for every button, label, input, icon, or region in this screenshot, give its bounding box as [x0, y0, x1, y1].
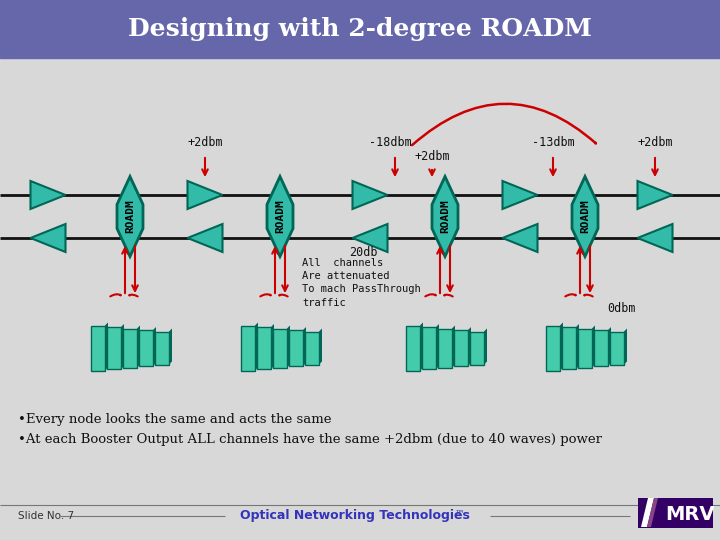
Bar	[91, 326, 105, 370]
Bar	[454, 330, 468, 366]
Bar	[470, 332, 484, 364]
Text: Optical Networking Technologies: Optical Networking Technologies	[240, 510, 470, 523]
Polygon shape	[432, 177, 458, 256]
Polygon shape	[287, 326, 290, 368]
Polygon shape	[647, 498, 658, 527]
FancyArrowPatch shape	[279, 295, 288, 296]
Bar	[273, 328, 287, 368]
Bar	[610, 332, 624, 364]
FancyArrowPatch shape	[426, 294, 436, 296]
Polygon shape	[637, 181, 672, 209]
Bar	[422, 327, 436, 369]
Polygon shape	[420, 322, 423, 370]
Bar	[438, 328, 452, 368]
Polygon shape	[353, 224, 387, 252]
Bar	[305, 332, 319, 364]
Text: -18dbm: -18dbm	[369, 137, 411, 150]
Bar	[123, 328, 137, 368]
Text: •Every node looks the same and acts the same: •Every node looks the same and acts the …	[18, 414, 331, 427]
Polygon shape	[267, 177, 293, 256]
Bar	[241, 326, 255, 370]
Polygon shape	[572, 177, 598, 256]
Polygon shape	[105, 322, 108, 370]
Text: ROADM: ROADM	[440, 200, 450, 233]
Bar	[257, 327, 271, 369]
Text: MRV: MRV	[665, 504, 715, 523]
Polygon shape	[592, 326, 595, 368]
Polygon shape	[576, 324, 579, 369]
Text: +2dbm: +2dbm	[187, 137, 222, 150]
Text: +2dbm: +2dbm	[414, 151, 450, 164]
Text: 0dbm: 0dbm	[607, 301, 636, 314]
Polygon shape	[187, 224, 222, 252]
FancyArrowPatch shape	[444, 295, 453, 296]
Polygon shape	[436, 324, 439, 369]
Polygon shape	[255, 322, 258, 370]
Polygon shape	[117, 177, 143, 256]
FancyArrowPatch shape	[110, 294, 121, 296]
FancyArrowPatch shape	[412, 104, 596, 145]
Polygon shape	[30, 224, 66, 252]
FancyArrowPatch shape	[565, 294, 576, 296]
Polygon shape	[271, 324, 274, 369]
Polygon shape	[468, 327, 471, 366]
Bar	[638, 498, 713, 528]
Polygon shape	[452, 326, 455, 368]
Polygon shape	[303, 327, 306, 366]
Polygon shape	[484, 328, 487, 364]
Text: 20db: 20db	[348, 246, 377, 259]
Polygon shape	[503, 224, 538, 252]
Polygon shape	[153, 327, 156, 366]
Bar	[578, 328, 592, 368]
Text: +2dbm: +2dbm	[637, 137, 672, 150]
Bar	[0, 0, 720, 58]
Polygon shape	[637, 224, 672, 252]
Polygon shape	[353, 181, 387, 209]
Polygon shape	[319, 328, 322, 364]
Polygon shape	[169, 328, 172, 364]
Bar	[289, 330, 303, 366]
Bar	[594, 330, 608, 366]
Polygon shape	[503, 181, 538, 209]
Text: ROADM: ROADM	[275, 200, 285, 233]
Polygon shape	[30, 181, 66, 209]
Text: •At each Booster Output ALL channels have the same +2dbm (due to 40 waves) power: •At each Booster Output ALL channels hav…	[18, 434, 602, 447]
FancyArrowPatch shape	[585, 295, 593, 296]
Text: ROADM: ROADM	[125, 200, 135, 233]
Bar	[107, 327, 121, 369]
Text: Slide No. 7: Slide No. 7	[18, 511, 74, 521]
Bar	[406, 326, 420, 370]
Bar	[562, 327, 576, 369]
Polygon shape	[624, 328, 627, 364]
Polygon shape	[560, 322, 563, 370]
FancyArrowPatch shape	[130, 295, 138, 296]
Bar	[139, 330, 153, 366]
Text: -13dbm: -13dbm	[531, 137, 575, 150]
Text: ROADM: ROADM	[580, 200, 590, 233]
Text: All  channels
Are attenuated
To mach PassThrough
traffic: All channels Are attenuated To mach Pass…	[302, 258, 420, 308]
Polygon shape	[187, 181, 222, 209]
Bar	[155, 332, 169, 364]
FancyArrowPatch shape	[261, 294, 271, 296]
Polygon shape	[608, 327, 611, 366]
Polygon shape	[121, 324, 124, 369]
Bar	[546, 326, 560, 370]
Text: Designing with 2-degree ROADM: Designing with 2-degree ROADM	[128, 17, 592, 41]
Polygon shape	[641, 498, 654, 527]
Polygon shape	[137, 326, 140, 368]
Text: ™: ™	[455, 508, 464, 518]
